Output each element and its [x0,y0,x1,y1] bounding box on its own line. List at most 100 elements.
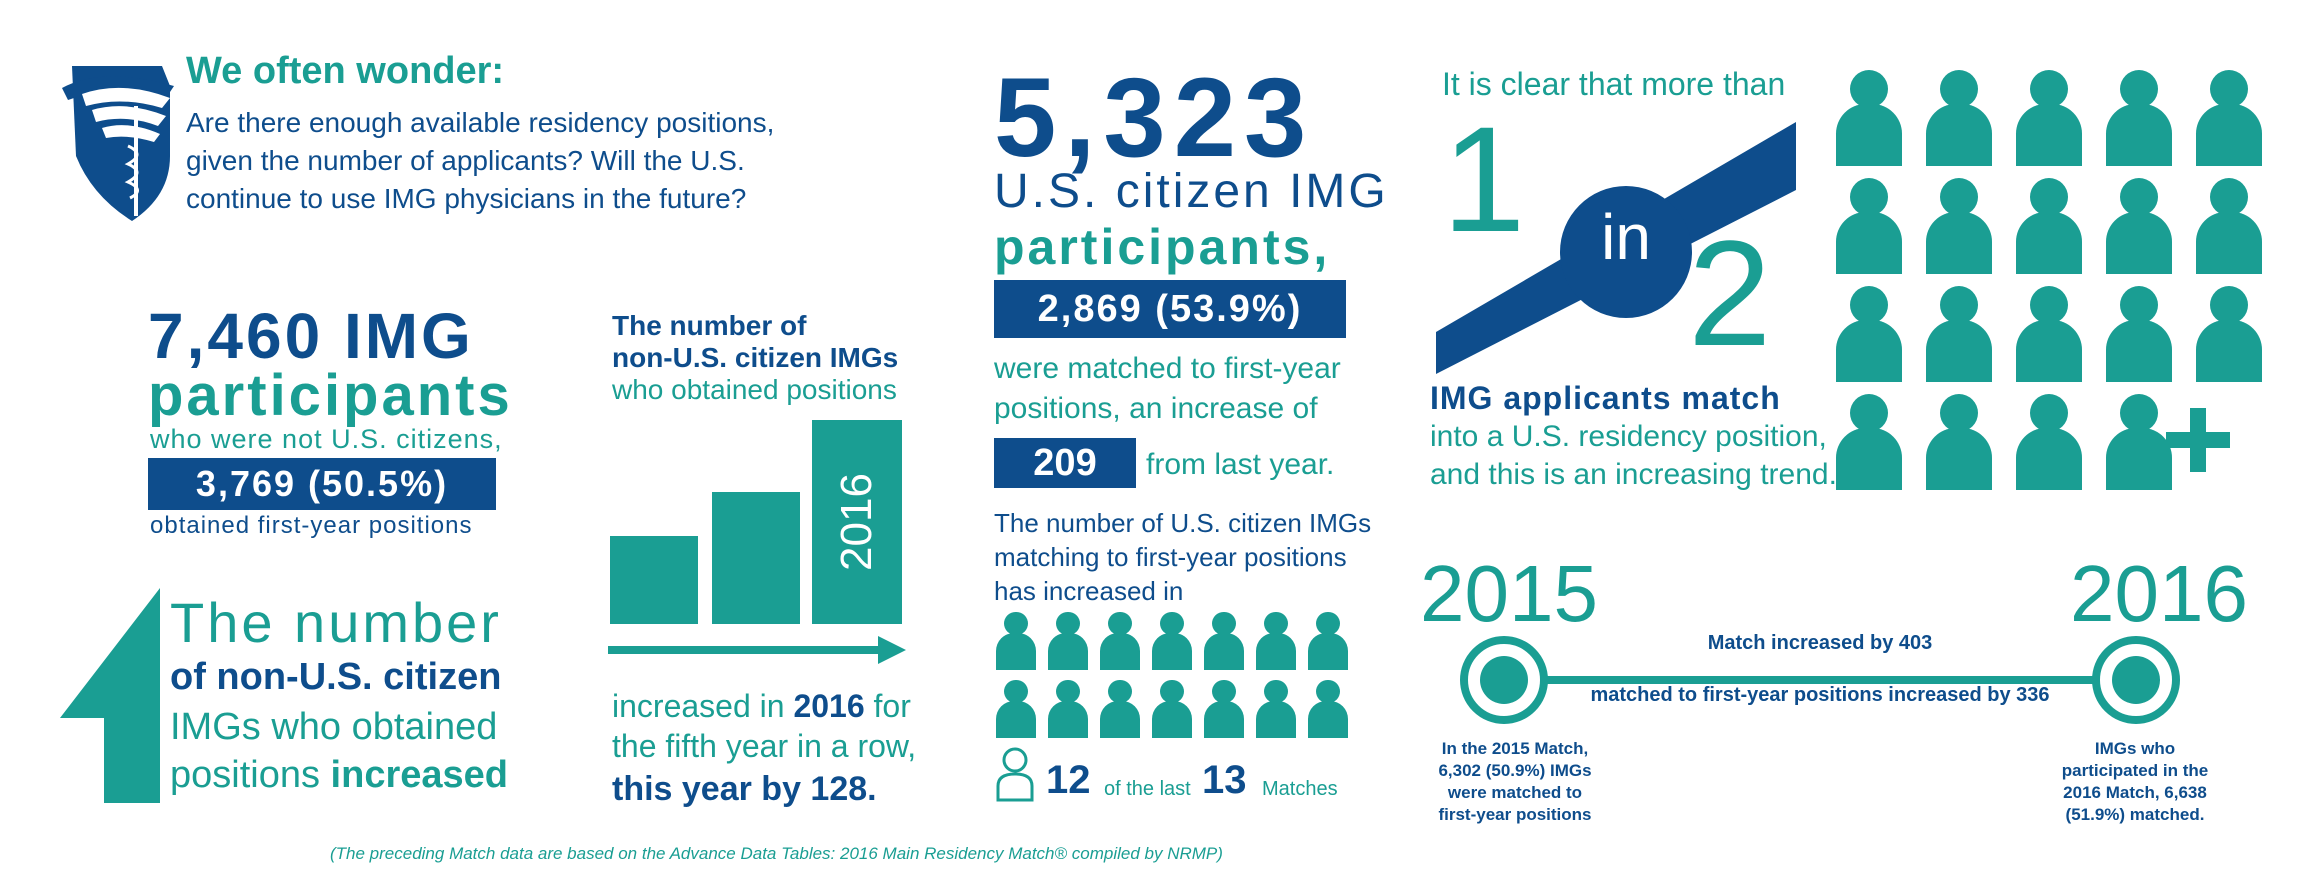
img-line1: who were not U.S. citizens, [150,424,503,454]
person-icon [996,612,1036,670]
person-icon [1926,70,1992,166]
up-arrow-icon [60,588,160,803]
us-big-number: 5,323 [994,55,1315,180]
trend-line4-text: positions [170,754,331,796]
ratio-connector: in [1601,201,1651,273]
person-icon [1836,286,1902,382]
chart-bar-2016: 2016 [812,420,902,624]
chart-text-line1-c: for [864,688,911,724]
img-headline: 7,460 IMG [148,300,474,372]
ratio-intro: It is clear that more than [1442,66,1786,102]
note-line: (51.9%) matched. [2065,805,2205,824]
chart-bar-small [610,536,698,624]
person-icon [2106,178,2172,274]
note-line: IMGs who [2094,739,2176,758]
person-icon [1100,612,1140,670]
img-matched-box: 3,769 (50.5%) [148,458,496,510]
chart-title-line3: who obtained positions [612,374,897,405]
chart-bar-medium [712,492,800,624]
us-text-line2: positions, an increase of [994,392,1318,425]
timeline-line-below: matched to first-year positions increase… [1590,684,2050,706]
person-icon [1308,680,1348,738]
trend-line3: IMGs who obtained [170,706,498,748]
chart-title-line1: The number of [612,310,807,341]
chart-text-line1: increased in 2016 for [612,688,911,725]
person-icon [2016,70,2082,166]
us-increase-suffix: from last year. [1146,448,1335,481]
timeline-line-above: Match increased by 403 [1707,632,1933,654]
img-subheadline: participants [148,363,513,428]
person-icon [1048,612,1088,670]
chart-text-year: 2016 [793,688,865,724]
us-line2: participants, [994,219,1331,275]
person-icon [2016,394,2082,490]
person-icon [2196,70,2262,166]
person-icon [1256,680,1296,738]
question-line: Are there enough available residency pos… [186,107,775,138]
us-count-number: 12 [1046,758,1091,802]
person-icon [1836,178,1902,274]
person-icon [1926,178,1992,274]
person-icon [2106,286,2172,382]
person-outline-icon [996,747,1034,802]
us-matched-box: 2,869 (53.9%) [994,280,1346,338]
ratio-line3: and this is an increasing trend. [1430,458,1837,491]
timeline-line [1460,636,2180,724]
person-icon [2016,178,2082,274]
person-icon [1152,612,1192,670]
note-line: were matched to [1447,783,1583,802]
header-title: We often wonder: [186,50,505,92]
person-icon [1926,286,1992,382]
note-line: first-year positions [1438,805,1592,824]
img-line2: obtained first-year positions [150,512,473,539]
footer-source: (The preceding Match data are based on t… [330,844,1223,863]
timeline-left-note: In the 2015 Match, 6,302 (50.9%) IMGs we… [1410,738,1620,826]
chart-bar-year-label: 2016 [832,473,882,571]
person-icon [1836,394,1902,490]
person-icon [1152,680,1192,738]
person-icon [2196,286,2262,382]
person-icon [2106,70,2172,166]
ratio-line1: IMG applicants match [1430,380,1781,416]
person-icon [1256,612,1296,670]
plus-icon [2166,408,2230,472]
ratio-people-grid [1836,70,2276,500]
person-icon [1204,612,1244,670]
timeline-year-start: 2015 [1420,549,1598,638]
us-increase-box: 209 [994,438,1136,488]
timeline-right-note: IMGs who participated in the 2016 Match,… [2030,738,2240,826]
person-icon [1048,680,1088,738]
ratio-numerator: 1 [1442,95,1526,263]
person-icon [1204,680,1244,738]
ratio-graphic [1436,122,1796,374]
timeline-year-end: 2016 [2070,549,2248,638]
winged-shield-caduceus-icon [62,66,174,221]
chart-text-line3: this year by 128. [612,770,877,808]
note-line: 6,302 (50.9%) IMGs [1438,761,1592,780]
person-icon [2196,178,2262,274]
chart-title-line2: non-U.S. citizen IMGs [612,342,899,373]
us-count-mid: of the last [1104,778,1191,800]
us-text-line1: were matched to first-year [994,352,1341,385]
note-line: participated in the [2061,761,2209,780]
person-icon [996,680,1036,738]
trend-line4-emphasis: increased [330,754,508,796]
ratio-line2: into a U.S. residency position, [1430,420,1827,453]
trend-line1: The number [170,591,502,654]
trend-line2: of non-U.S. citizen [170,656,502,698]
us-people-grid [996,612,1348,742]
right-arrow-icon [608,636,906,664]
person-icon [1836,70,1902,166]
header-question: Are there enough available residency pos… [186,104,774,218]
note-line: 2016 Match, 6,638 [2063,783,2207,802]
us-line1: U.S. citizen IMG [994,165,1389,218]
person-icon [1100,680,1140,738]
trend-line4: positions increased [170,754,508,797]
person-icon [2106,394,2172,490]
us-matching-line1: The number of U.S. citizen IMGs [994,508,1372,538]
note-line: In the 2015 Match, [1441,739,1589,758]
us-matching-line3: has increased in [994,576,1184,606]
chart-text-line1-a: increased in [612,688,794,724]
us-matching-line2: matching to first-year positions [994,542,1347,572]
person-icon [1308,612,1348,670]
